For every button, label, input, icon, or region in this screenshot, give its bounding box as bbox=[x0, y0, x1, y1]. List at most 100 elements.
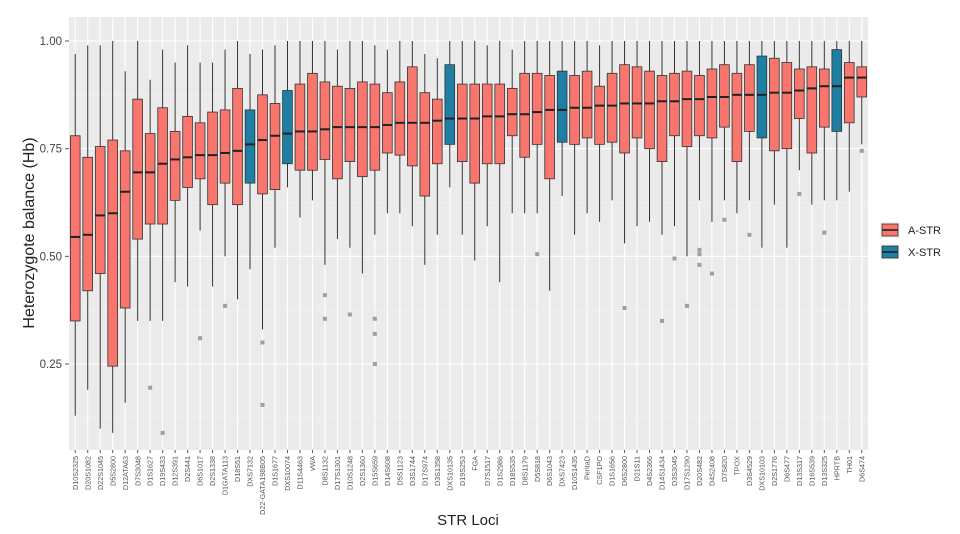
box-iqr bbox=[219, 109, 231, 184]
x-tick-label: D2S1360 bbox=[358, 456, 367, 486]
box-iqr bbox=[494, 83, 505, 165]
outlier-point bbox=[747, 232, 752, 237]
box-D19S253 bbox=[456, 41, 468, 235]
x-tick-label: D18S51 bbox=[233, 456, 242, 482]
box-D19S433 bbox=[157, 49, 168, 435]
x-tick-label: D6S1017 bbox=[196, 456, 205, 486]
box-iqr bbox=[94, 146, 106, 274]
x-tick-label: D10S1248 bbox=[345, 456, 354, 490]
x-tick-label: D1S1627 bbox=[146, 456, 155, 486]
box-D12S391 bbox=[169, 62, 181, 283]
box-iqr bbox=[269, 103, 281, 190]
box-D10S1248 bbox=[344, 41, 356, 317]
y-tick-label: 0.25 bbox=[40, 359, 62, 371]
box-iqr bbox=[82, 156, 93, 292]
x-tick-label: D1GATA113 bbox=[221, 456, 230, 495]
x-tick-label: vWA bbox=[308, 456, 317, 471]
box-HPRTB bbox=[831, 41, 843, 201]
x-tick-label: D20S482 bbox=[695, 456, 704, 486]
box-iqr bbox=[357, 81, 368, 178]
outlier-point bbox=[697, 247, 702, 252]
y-axis-label: Heterozygote balance (Hb) bbox=[21, 137, 38, 328]
boxes-layer bbox=[69, 41, 868, 435]
outlier-point bbox=[660, 318, 665, 323]
box-iqr bbox=[731, 72, 743, 162]
box-iqr bbox=[232, 87, 243, 206]
legend-item: A-STR bbox=[880, 222, 941, 238]
legend: A-STR X-STR bbox=[880, 222, 941, 260]
box-DXS10103 bbox=[756, 41, 768, 248]
box-iqr bbox=[806, 66, 818, 154]
box-D5S1123 bbox=[394, 41, 406, 214]
box-iqr bbox=[169, 131, 181, 201]
x-tick-label: D6S474 bbox=[857, 456, 866, 482]
box-iqr bbox=[681, 70, 693, 147]
x-tick-label: D13S325 bbox=[820, 456, 829, 486]
legend-label: X-STR bbox=[908, 247, 941, 259]
x-tick-label: D2S1338 bbox=[208, 456, 217, 486]
box-iqr bbox=[244, 109, 256, 184]
outlier-point bbox=[697, 262, 702, 267]
y-axis-ticks: 0.25 0.50 0.75 1.00 bbox=[40, 36, 69, 371]
x-tick-label: PentaD bbox=[583, 456, 592, 480]
box-D7S1517 bbox=[481, 45, 493, 227]
box-iqr bbox=[257, 94, 268, 195]
box-D17S1301 bbox=[332, 49, 343, 240]
box-D10S1435 bbox=[569, 41, 580, 235]
x-tick-label: D3S3045 bbox=[670, 456, 679, 486]
box-D10S2325 bbox=[69, 53, 81, 416]
box-D8S1132 bbox=[319, 41, 331, 321]
box-iqr bbox=[544, 75, 555, 180]
box-D18S51 bbox=[232, 41, 243, 300]
box-iqr bbox=[144, 133, 156, 225]
x-tick-label: D2S1776 bbox=[770, 456, 779, 486]
y-tick-label: 0.75 bbox=[40, 144, 62, 156]
outlier-point bbox=[347, 312, 352, 317]
outlier-point bbox=[859, 148, 864, 153]
y-tick-label: 0.50 bbox=[40, 251, 62, 263]
box-D6S1017 bbox=[194, 62, 206, 341]
box-iqr bbox=[769, 57, 780, 152]
box-iqr bbox=[706, 68, 718, 139]
box-iqr bbox=[856, 66, 868, 98]
box-iqr bbox=[344, 87, 356, 162]
x-tick-label: D18S535 bbox=[508, 456, 517, 486]
box-D2S441 bbox=[182, 45, 193, 287]
box-iqr bbox=[107, 139, 118, 367]
box-D13S317 bbox=[794, 41, 805, 196]
x-tick-label: D11S4463 bbox=[296, 456, 305, 489]
box-D7S3048 bbox=[132, 41, 143, 321]
y-tick-label: 1.00 bbox=[40, 36, 62, 48]
x-tick-label: D22-GATA198B05 bbox=[258, 456, 267, 515]
box-D1S1677 bbox=[269, 45, 281, 248]
x-tick-label: D8S1179 bbox=[520, 456, 529, 485]
box-D13S325 bbox=[819, 41, 830, 235]
box-D6S1043 bbox=[544, 41, 555, 291]
x-tick-label: DXS10135 bbox=[445, 456, 454, 491]
box-DXS7423 bbox=[556, 41, 568, 197]
outlier-point bbox=[372, 316, 377, 321]
x-tick-label: D1S2986 bbox=[495, 456, 504, 486]
box-D18S535 bbox=[506, 49, 518, 214]
box-DXS10074 bbox=[282, 41, 293, 188]
box-iqr bbox=[569, 75, 580, 145]
x-tick-label: D2S441 bbox=[183, 456, 192, 482]
x-tick-label: D14S1434 bbox=[658, 456, 667, 490]
x-tick-label: D7S3048 bbox=[133, 456, 142, 486]
x-tick-label: D21S11 bbox=[633, 456, 642, 481]
box-iqr bbox=[481, 83, 493, 165]
box-iqr bbox=[794, 68, 805, 119]
box-iqr bbox=[819, 68, 830, 128]
outlier-point bbox=[722, 217, 727, 222]
x-tick-label: D3S1358 bbox=[433, 456, 442, 486]
box-iqr bbox=[694, 75, 705, 137]
box-iqr bbox=[656, 75, 668, 162]
x-tick-label: D7S1517 bbox=[483, 456, 492, 486]
box-D14S1434 bbox=[656, 41, 668, 323]
box-D3S4529 bbox=[744, 41, 755, 237]
box-D6S477 bbox=[781, 41, 793, 248]
box-iqr bbox=[531, 72, 543, 145]
outlier-point bbox=[684, 303, 689, 308]
box-D17S974 bbox=[419, 53, 431, 265]
